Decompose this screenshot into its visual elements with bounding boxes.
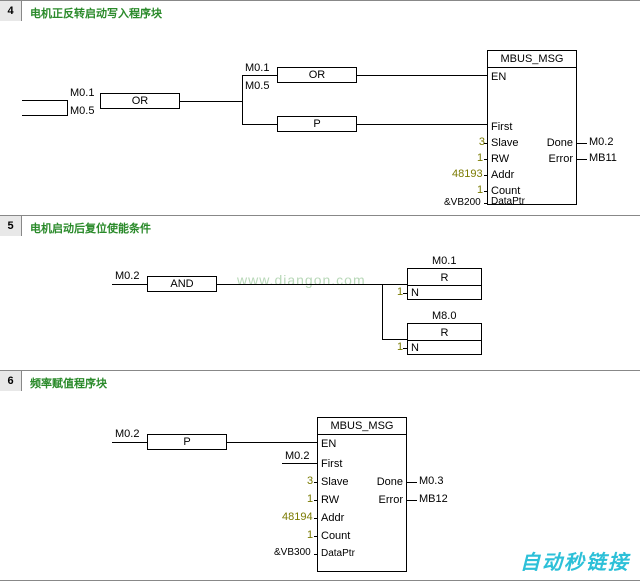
rung-header: 5 电机启动后复位使能条件 — [0, 216, 640, 240]
addr-val: 48193 — [452, 168, 483, 180]
coil2-nval: 1 — [397, 341, 403, 353]
coil2-type: R — [408, 327, 481, 339]
fb-en: EN — [321, 438, 336, 450]
slave-val: 3 — [477, 136, 485, 148]
fb-done: Done — [547, 137, 573, 149]
fb-count: Count — [321, 530, 350, 542]
rung-title: 电机启动后复位使能条件 — [22, 216, 159, 240]
rung-title: 电机正反转启动写入程序块 — [22, 1, 170, 25]
and-box: AND — [147, 276, 217, 292]
p-box-6: P — [147, 434, 227, 450]
coil2-addr: M8.0 — [432, 310, 456, 322]
rung-number: 5 — [0, 216, 22, 236]
fb-slave: Slave — [491, 137, 519, 149]
coil1-nval: 1 — [397, 286, 403, 298]
or2-box: OR — [277, 67, 357, 83]
coil1-type: R — [408, 272, 481, 284]
done-out: M0.3 — [419, 475, 443, 487]
diagram-6: M0.2 P M0.2 MBUS_MSG EN First Slave RW A… — [22, 395, 640, 580]
or2-bot-label: M0.5 — [245, 80, 269, 92]
fb-error: Error — [379, 494, 403, 506]
rung-6: 6 频率赋值程序块 M0.2 P M0.2 MBUS_MSG EN First … — [0, 370, 640, 581]
rung-number: 4 — [0, 1, 22, 21]
footer-logo: 自动秒链接 — [520, 546, 630, 575]
p-in-label: M0.2 — [115, 428, 139, 440]
or1-box: OR — [100, 93, 180, 109]
fb-rw: RW — [321, 494, 339, 506]
p-box-4: P — [277, 116, 357, 132]
fb-done: Done — [377, 476, 403, 488]
fb-first: First — [321, 458, 342, 470]
coil1-n: N — [411, 287, 419, 299]
fb-rw: RW — [491, 153, 509, 165]
coil2-n: N — [411, 342, 419, 354]
addr-val: 48194 — [282, 511, 313, 523]
rung-4: 4 电机正反转启动写入程序块 M0.1 M0.5 OR M0.1 M0.5 OR… — [0, 0, 640, 215]
fb-addr: Addr — [491, 169, 514, 181]
and-in-label: M0.2 — [115, 270, 139, 282]
fb-title: MBUS_MSG — [488, 51, 576, 68]
rw-val: 1 — [307, 493, 313, 505]
count-val: 1 — [477, 184, 483, 196]
coil1-addr: M0.1 — [432, 255, 456, 267]
first-in-label: M0.2 — [285, 450, 309, 462]
rung-5: 5 电机启动后复位使能条件 www.diangon.com M0.2 AND M… — [0, 215, 640, 370]
coil1-box: R N — [407, 268, 482, 300]
mbus-msg-4: MBUS_MSG EN First Slave RW Addr Count Da… — [487, 50, 577, 205]
or1-bot-label: M0.5 — [70, 105, 94, 117]
fb-title: MBUS_MSG — [318, 418, 406, 435]
fb-dataptr: DataPtr — [321, 548, 355, 559]
fb-slave: Slave — [321, 476, 349, 488]
slave-val: 3 — [307, 475, 313, 487]
or1-top-label: M0.1 — [70, 87, 94, 99]
rung-header: 4 电机正反转启动写入程序块 — [0, 1, 640, 25]
rung-header: 6 频率赋值程序块 — [0, 371, 640, 395]
error-out: MB12 — [419, 493, 448, 505]
rw-val: 1 — [477, 152, 483, 164]
done-out: M0.2 — [589, 136, 613, 148]
diagram-4: M0.1 M0.5 OR M0.1 M0.5 OR P MBUS_MSG EN … — [22, 25, 640, 215]
rung-number: 6 — [0, 371, 22, 391]
watermark: www.diangon.com — [237, 272, 366, 288]
error-out: MB11 — [589, 152, 617, 164]
fb-en: EN — [491, 71, 506, 83]
dataptr-val: &VB200 — [444, 197, 481, 208]
or2-top-label: M0.1 — [245, 62, 269, 74]
count-val: 1 — [307, 529, 313, 541]
fb-addr: Addr — [321, 512, 344, 524]
fb-dataptr: DataPtr — [491, 196, 525, 207]
fb-error: Error — [549, 153, 573, 165]
coil2-box: R N — [407, 323, 482, 355]
rung-title: 频率赋值程序块 — [22, 371, 115, 395]
fb-first: First — [491, 121, 512, 133]
diagram-5: www.diangon.com M0.2 AND M0.1 R N 1 M8.0… — [22, 240, 640, 370]
